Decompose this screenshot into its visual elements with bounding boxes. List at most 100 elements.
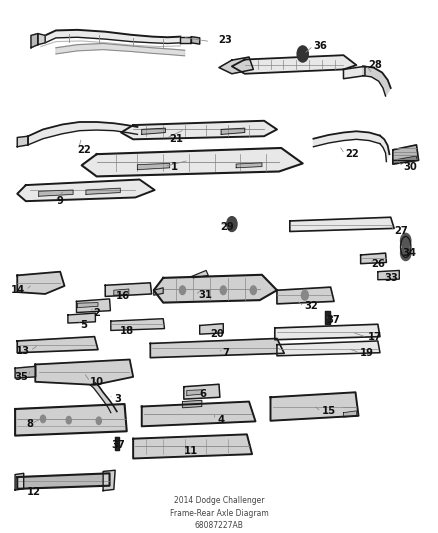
Text: 27: 27 <box>394 227 408 237</box>
Polygon shape <box>45 30 180 44</box>
Polygon shape <box>142 401 255 426</box>
Text: 11: 11 <box>184 446 198 456</box>
Text: 21: 21 <box>169 134 183 144</box>
Text: 10: 10 <box>90 377 104 387</box>
Polygon shape <box>180 37 191 43</box>
Polygon shape <box>28 122 138 145</box>
Polygon shape <box>133 434 252 458</box>
Polygon shape <box>39 190 73 196</box>
Polygon shape <box>393 156 417 164</box>
Text: 29: 29 <box>220 222 233 232</box>
Polygon shape <box>314 131 380 147</box>
Text: 20: 20 <box>210 329 224 339</box>
Text: 33: 33 <box>384 273 398 283</box>
Polygon shape <box>15 473 24 490</box>
Polygon shape <box>191 37 200 44</box>
Polygon shape <box>363 66 391 96</box>
Text: 18: 18 <box>120 326 134 336</box>
Polygon shape <box>184 384 220 399</box>
Text: 16: 16 <box>115 292 130 302</box>
Text: 22: 22 <box>77 145 91 155</box>
Text: 32: 32 <box>304 301 318 311</box>
Polygon shape <box>115 438 120 450</box>
Polygon shape <box>290 217 394 231</box>
Polygon shape <box>111 319 165 330</box>
Polygon shape <box>78 303 98 308</box>
Text: 22: 22 <box>345 149 359 159</box>
Text: 23: 23 <box>219 35 232 45</box>
Polygon shape <box>393 145 419 164</box>
Polygon shape <box>90 383 117 413</box>
Polygon shape <box>343 411 357 417</box>
Polygon shape <box>360 253 386 264</box>
Polygon shape <box>219 57 253 74</box>
Text: 1: 1 <box>170 161 177 172</box>
Text: 19: 19 <box>360 348 374 358</box>
Polygon shape <box>191 270 208 278</box>
Text: 34: 34 <box>403 248 417 258</box>
Text: 30: 30 <box>403 161 417 172</box>
Polygon shape <box>121 121 277 139</box>
Polygon shape <box>277 341 380 356</box>
Polygon shape <box>68 313 95 323</box>
Text: 3: 3 <box>115 394 122 404</box>
Polygon shape <box>154 288 163 295</box>
Polygon shape <box>150 338 284 358</box>
Circle shape <box>96 417 101 424</box>
Polygon shape <box>15 366 36 378</box>
Polygon shape <box>38 34 45 45</box>
Text: 4: 4 <box>218 415 225 425</box>
Text: 9: 9 <box>57 196 64 206</box>
Circle shape <box>66 416 71 424</box>
Polygon shape <box>35 360 133 385</box>
Polygon shape <box>187 390 202 395</box>
Polygon shape <box>142 128 166 134</box>
Text: 17: 17 <box>367 332 381 342</box>
Text: 15: 15 <box>321 407 336 416</box>
Polygon shape <box>378 270 399 280</box>
Circle shape <box>180 286 186 295</box>
Text: 2: 2 <box>93 308 100 318</box>
Text: 2014 Dodge Challenger
Frame-Rear Axle Diagram
68087227AB: 2014 Dodge Challenger Frame-Rear Axle Di… <box>170 496 268 530</box>
Text: 12: 12 <box>27 487 41 497</box>
Polygon shape <box>17 272 64 294</box>
Polygon shape <box>103 470 115 491</box>
Text: 5: 5 <box>80 320 87 330</box>
Polygon shape <box>31 34 38 48</box>
Circle shape <box>40 415 46 423</box>
Text: 13: 13 <box>15 346 29 356</box>
Polygon shape <box>17 136 28 147</box>
Polygon shape <box>277 287 334 304</box>
Polygon shape <box>77 299 110 312</box>
Circle shape <box>301 290 308 300</box>
Polygon shape <box>325 311 330 324</box>
Text: 36: 36 <box>313 41 327 51</box>
Polygon shape <box>15 404 127 435</box>
Polygon shape <box>56 44 185 56</box>
Text: 37: 37 <box>111 440 125 450</box>
Polygon shape <box>105 283 152 296</box>
Text: 7: 7 <box>222 348 229 358</box>
Polygon shape <box>380 135 389 161</box>
Text: 14: 14 <box>11 285 25 295</box>
Polygon shape <box>17 337 98 353</box>
Circle shape <box>401 233 411 248</box>
Polygon shape <box>183 400 202 408</box>
Text: 8: 8 <box>27 419 34 429</box>
Text: 31: 31 <box>198 290 212 300</box>
Polygon shape <box>17 473 110 489</box>
Polygon shape <box>275 324 380 340</box>
Polygon shape <box>236 163 262 168</box>
Polygon shape <box>343 66 365 79</box>
Circle shape <box>251 286 256 295</box>
Text: 28: 28 <box>369 60 383 70</box>
Polygon shape <box>200 324 223 334</box>
Text: 35: 35 <box>14 372 28 382</box>
Polygon shape <box>232 55 357 74</box>
Polygon shape <box>114 289 129 295</box>
Circle shape <box>227 216 237 231</box>
Polygon shape <box>154 275 277 303</box>
Polygon shape <box>81 148 303 176</box>
Text: 37: 37 <box>326 315 339 325</box>
Polygon shape <box>221 128 245 134</box>
